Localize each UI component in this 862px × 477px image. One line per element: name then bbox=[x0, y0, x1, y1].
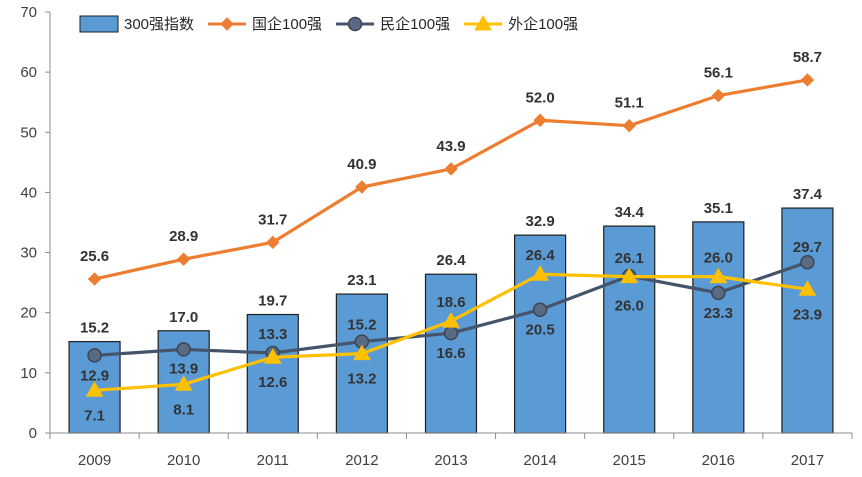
private-label-2016: 23.3 bbox=[704, 305, 733, 322]
y-tick-label: 20 bbox=[20, 305, 37, 322]
point-100-2013 bbox=[444, 162, 458, 176]
soe-label-2017: 58.7 bbox=[793, 49, 822, 66]
private-label-2011: 13.3 bbox=[258, 326, 287, 343]
y-tick-label: 0 bbox=[29, 425, 37, 442]
point-100-2011 bbox=[263, 348, 282, 364]
point-100-2016 bbox=[711, 285, 726, 301]
legend: 300强指数 国企100强 民企100强 外企100强 bbox=[79, 14, 578, 33]
point-100-2017 bbox=[798, 280, 817, 296]
point-100-2012 bbox=[355, 180, 369, 194]
point-100-2013 bbox=[442, 312, 460, 328]
private-label-2012: 15.2 bbox=[347, 317, 376, 334]
legend-item-100: 外企100强 bbox=[464, 14, 578, 33]
bar-label-2012: 23.1 bbox=[347, 272, 376, 289]
foreign-label-2013: 18.6 bbox=[436, 294, 465, 311]
point-100-2014 bbox=[533, 113, 547, 127]
soe-label-2015: 51.1 bbox=[615, 95, 644, 112]
point-100-2016 bbox=[711, 88, 726, 103]
point-100-2010 bbox=[174, 375, 193, 391]
x-tick-label: 2016 bbox=[702, 452, 735, 469]
bar-label-2013: 26.4 bbox=[436, 252, 466, 269]
bar-2016 bbox=[692, 221, 745, 434]
point-100-2017 bbox=[800, 254, 815, 270]
y-tick-label: 70 bbox=[20, 4, 37, 21]
bar-label-2016: 35.1 bbox=[704, 200, 733, 217]
foreign-label-2014: 26.4 bbox=[526, 247, 556, 264]
data-labels: 15.2 17.0 19.7 23.1 26.4 32.9 34.4 35.1 37.4 25.6… bbox=[80, 49, 823, 424]
point-100-2015 bbox=[620, 267, 639, 284]
private-label-2014: 20.5 bbox=[526, 322, 555, 339]
foreign-label-2017: 23.9 bbox=[793, 306, 822, 323]
y-tick-label: 50 bbox=[20, 124, 37, 141]
soe-label-2010: 28.9 bbox=[169, 228, 198, 245]
y-tick-label: 60 bbox=[20, 64, 37, 81]
soe-label-2014: 52.0 bbox=[526, 89, 555, 106]
soe-label-2011: 31.7 bbox=[258, 211, 287, 228]
point-100-2012 bbox=[353, 344, 371, 361]
bar-label-2011: 19.7 bbox=[258, 293, 287, 310]
line-series bbox=[85, 73, 817, 397]
bar-label-2015: 34.4 bbox=[615, 204, 645, 221]
soe-label-2013: 43.9 bbox=[436, 138, 465, 155]
bar-2012 bbox=[335, 293, 388, 434]
legend-marker bbox=[474, 14, 492, 31]
foreign-label-2012: 13.2 bbox=[347, 371, 376, 388]
soe-label-2016: 56.1 bbox=[704, 65, 733, 82]
x-tick-label: 2017 bbox=[791, 452, 824, 469]
private-label-2015: 26.1 bbox=[615, 250, 644, 267]
point-100-2009 bbox=[85, 381, 104, 397]
soe-label-2009: 25.6 bbox=[80, 248, 109, 265]
private-label-2013: 16.6 bbox=[436, 345, 465, 362]
point-100-2016 bbox=[709, 267, 728, 284]
legend-label: 300强指数 bbox=[124, 16, 194, 33]
point-100-2017 bbox=[800, 73, 815, 87]
foreign-label-2009: 7.1 bbox=[84, 407, 105, 424]
bar-label-2014: 32.9 bbox=[526, 213, 555, 230]
point-100-2009 bbox=[87, 348, 102, 363]
bar-2011 bbox=[246, 313, 299, 434]
point-100-2015 bbox=[622, 118, 636, 133]
foreign-label-2011: 12.6 bbox=[258, 374, 287, 391]
y-tick-label: 40 bbox=[20, 184, 37, 201]
y-tick-label: 30 bbox=[20, 245, 37, 262]
point-100-2014 bbox=[532, 302, 548, 317]
x-tick-label: 2011 bbox=[257, 452, 289, 469]
legend-item-100: 国企100强 bbox=[208, 15, 322, 33]
private-label-2010: 13.9 bbox=[169, 360, 198, 377]
x-tick-label: 2013 bbox=[434, 452, 467, 469]
legend-item-300: 300强指数 bbox=[79, 15, 194, 33]
bar-label-2009: 15.2 bbox=[80, 320, 109, 337]
legend-marker bbox=[347, 16, 363, 32]
foreign-label-2010: 8.1 bbox=[173, 401, 194, 418]
bar-label-2010: 17.0 bbox=[169, 309, 198, 326]
x-tick-label: 2009 bbox=[78, 452, 111, 469]
point-100-2009 bbox=[87, 272, 102, 286]
y-tick-label: 10 bbox=[20, 365, 37, 382]
axes: 0 10 20 30 40 50 60 70 2009 2010 2011 2012 2013 2014 2… bbox=[20, 4, 853, 469]
x-tick-label: 2014 bbox=[523, 452, 556, 469]
point-100-2013 bbox=[443, 325, 459, 341]
x-tick-label: 2015 bbox=[613, 452, 646, 469]
soe-label-2012: 40.9 bbox=[347, 156, 376, 173]
bar-label-2017: 37.4 bbox=[793, 186, 823, 203]
x-tick-label: 2010 bbox=[167, 452, 200, 469]
legend-swatch bbox=[79, 15, 119, 33]
private-label-2009: 12.9 bbox=[80, 367, 109, 384]
legend-marker bbox=[220, 17, 234, 31]
point-100-2014 bbox=[531, 265, 549, 281]
legend-label: 民企100强 bbox=[380, 15, 450, 33]
private-label-2017: 29.7 bbox=[793, 239, 822, 256]
point-100-2010 bbox=[176, 342, 191, 357]
legend-label: 国企100强 bbox=[252, 15, 322, 33]
legend-label: 外企100强 bbox=[508, 15, 578, 33]
legend-item-100: 民企100强 bbox=[336, 15, 450, 33]
foreign-label-2015: 26.0 bbox=[615, 298, 644, 315]
point-100-2011 bbox=[266, 235, 280, 250]
x-tick-label: 2012 bbox=[345, 452, 378, 469]
point-100-2010 bbox=[176, 252, 191, 266]
foreign-label-2016: 26.0 bbox=[704, 250, 733, 267]
